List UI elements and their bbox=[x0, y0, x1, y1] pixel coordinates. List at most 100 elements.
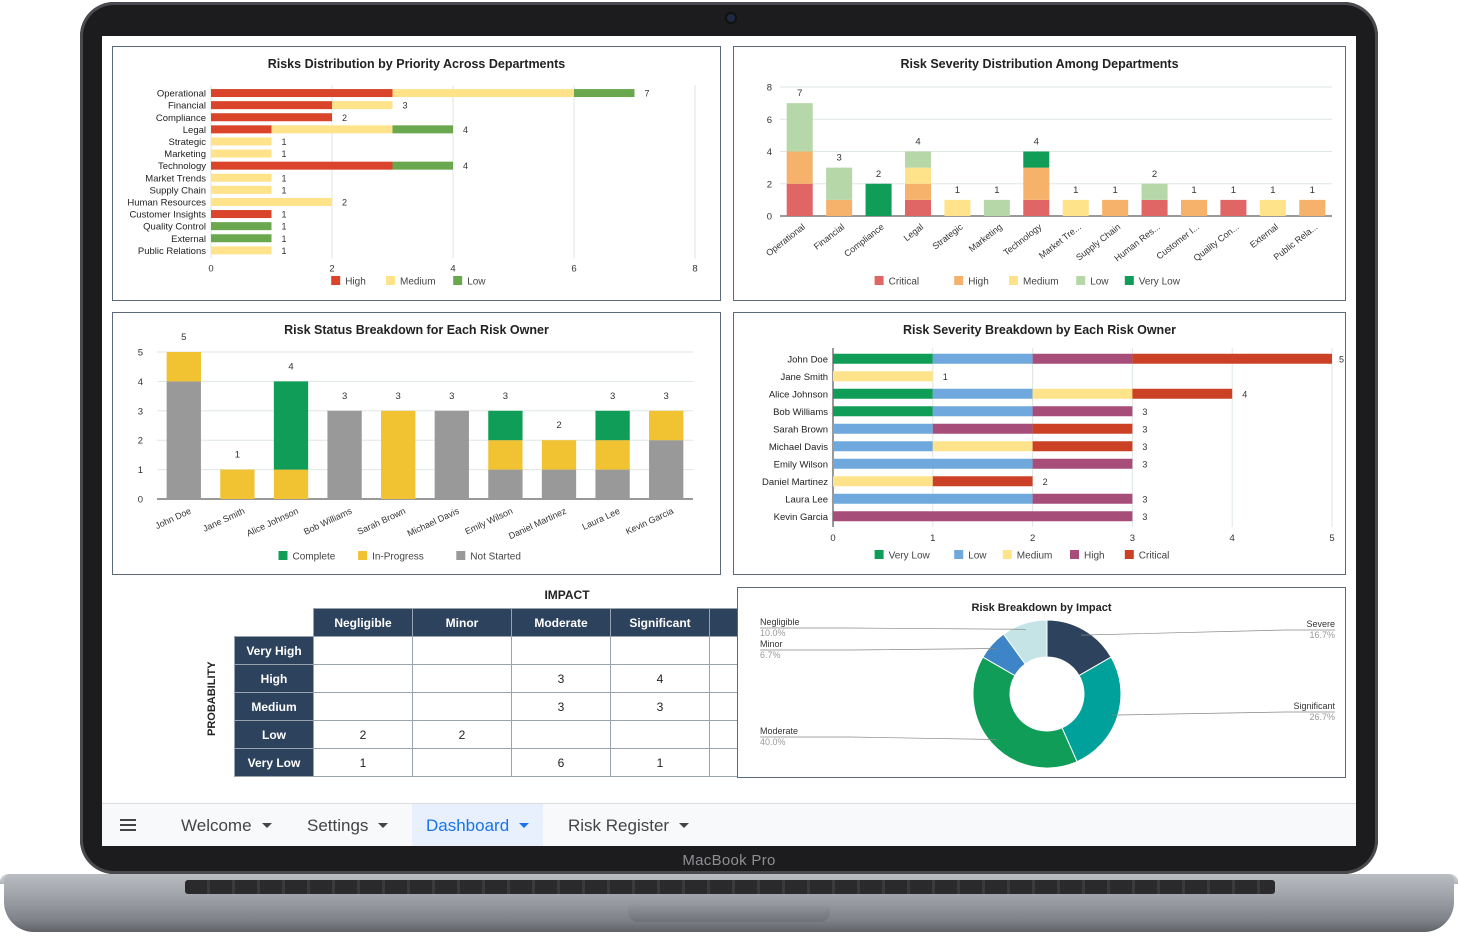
matrix-cell[interactable]: 3 bbox=[511, 692, 611, 721]
data-label: 3 bbox=[836, 153, 841, 164]
y-tick-label: 2 bbox=[138, 436, 143, 447]
chart-panel-status-by-owner[interactable]: Risk Status Breakdown for Each Risk Owne… bbox=[112, 312, 721, 575]
bar-segment-medium bbox=[211, 185, 272, 194]
bar-segment-medium bbox=[211, 137, 272, 146]
matrix-cell[interactable] bbox=[610, 636, 710, 665]
x-tick-label: Jane Smith bbox=[201, 506, 246, 534]
matrix-cell[interactable]: 6 bbox=[511, 748, 611, 777]
bar-segment-low bbox=[392, 125, 453, 134]
bar-segment-low bbox=[786, 103, 813, 152]
data-label: 1 bbox=[1073, 185, 1078, 196]
bar-segment-in-progress bbox=[166, 352, 201, 382]
legend-swatch-high bbox=[331, 276, 341, 285]
chart-panel-severity-by-owner[interactable]: Risk Severity Breakdown by Each Risk Own… bbox=[733, 312, 1346, 575]
matrix-cell[interactable] bbox=[412, 692, 512, 721]
matrix-cell[interactable] bbox=[412, 636, 512, 665]
y-tick-label: Strategic bbox=[169, 137, 207, 148]
slice-name-label: Moderate bbox=[760, 726, 798, 736]
matrix-cell[interactable] bbox=[313, 664, 413, 693]
chart-title: Risk Severity Breakdown by Each Risk Own… bbox=[902, 323, 1177, 337]
matrix-cell[interactable]: 2 bbox=[412, 720, 512, 749]
chart-title: Risk Severity Distribution Among Departm… bbox=[900, 57, 1179, 71]
matrix-corner bbox=[234, 608, 314, 637]
bar-segment-medium bbox=[1032, 388, 1133, 399]
matrix-cell[interactable] bbox=[511, 636, 611, 665]
spreadsheet-screen: Risks Distribution by Priority Across De… bbox=[102, 36, 1356, 846]
hamburger-menu-icon[interactable] bbox=[118, 817, 138, 833]
data-label: 4 bbox=[463, 161, 468, 171]
matrix-cell[interactable] bbox=[412, 664, 512, 693]
matrix-cell[interactable] bbox=[412, 748, 512, 777]
bar-segment-medium bbox=[1259, 199, 1286, 216]
x-tick-label: Alice Johnson bbox=[245, 506, 300, 539]
tab-welcome[interactable]: Welcome bbox=[167, 804, 286, 846]
tab-dashboard[interactable]: Dashboard bbox=[412, 804, 544, 846]
tab-settings[interactable]: Settings bbox=[293, 804, 402, 846]
x-tick-label: Michael Davis bbox=[406, 506, 461, 539]
chart-panel-severity-by-department[interactable]: Risk Severity Distribution Among Departm… bbox=[733, 46, 1346, 301]
data-label: 1 bbox=[1231, 185, 1236, 196]
legend-label-low: Low bbox=[1090, 277, 1109, 288]
chevron-down-icon[interactable] bbox=[378, 823, 389, 828]
bar-segment-critical bbox=[904, 199, 932, 216]
legend-label-low: Low bbox=[467, 277, 486, 288]
bar-segment-high bbox=[1102, 199, 1129, 216]
bar-segment-high bbox=[211, 113, 332, 122]
y-tick-label: 2 bbox=[767, 179, 772, 190]
matrix-cell[interactable] bbox=[511, 720, 611, 749]
chart-panel-priority-by-department[interactable]: Risks Distribution by Priority Across De… bbox=[112, 46, 721, 301]
data-label: 4 bbox=[915, 137, 920, 148]
x-tick-label: Kevin Garcia bbox=[624, 506, 675, 537]
matrix-cell[interactable] bbox=[313, 636, 413, 665]
data-label: 3 bbox=[342, 391, 347, 402]
legend-swatch-low bbox=[453, 276, 463, 285]
data-label: 5 bbox=[181, 332, 186, 343]
data-label: 3 bbox=[1142, 512, 1147, 522]
tab-label: Dashboard bbox=[426, 815, 510, 835]
matrix-row-header: Medium bbox=[234, 692, 314, 721]
chevron-down-icon[interactable] bbox=[519, 823, 530, 828]
bar-segment-not-started bbox=[595, 469, 630, 499]
matrix-col-header: Moderate bbox=[511, 608, 611, 637]
matrix-cell[interactable] bbox=[313, 692, 413, 721]
bar-segment-high bbox=[211, 89, 393, 98]
bar-segment-high bbox=[1180, 199, 1208, 216]
y-tick-label: Public Relations bbox=[138, 246, 206, 257]
matrix-probability-label: PROBABILITY bbox=[206, 661, 218, 736]
y-tick-label: Daniel Martinez bbox=[762, 477, 828, 488]
data-label: 1 bbox=[282, 173, 287, 183]
matrix-cell[interactable]: 3 bbox=[610, 692, 710, 721]
bar-segment-medium bbox=[211, 197, 332, 206]
legend-swatch-low bbox=[954, 550, 964, 559]
matrix-cell[interactable]: 1 bbox=[610, 748, 710, 777]
bar-segment-critical bbox=[1023, 199, 1050, 216]
chart-panel-impact-breakdown[interactable]: Risk Breakdown by Impact Severe 16.7% Sign… bbox=[737, 587, 1346, 778]
chart-title: Risks Distribution by Priority Across De… bbox=[267, 57, 566, 71]
bar-segment-in-progress bbox=[220, 469, 255, 499]
legend-swatch-not-started bbox=[456, 551, 466, 560]
chevron-down-icon[interactable] bbox=[261, 823, 272, 828]
legend-label-not-started: Not Started bbox=[470, 552, 521, 563]
bar-segment-critical bbox=[1132, 388, 1233, 399]
legend-label-very-low: Very Low bbox=[1139, 277, 1181, 288]
bar-segment-high bbox=[1032, 458, 1133, 469]
bar-segment-high bbox=[1032, 406, 1133, 417]
risk-matrix-table: Negligible Minor Moderate Significant Se… bbox=[234, 608, 809, 777]
matrix-cell[interactable]: 2 bbox=[313, 720, 413, 749]
data-label: 3 bbox=[610, 391, 615, 402]
data-label: 1 bbox=[1191, 185, 1196, 196]
x-tick-label: Financial bbox=[812, 222, 847, 252]
y-tick-label: Customer Insights bbox=[129, 210, 206, 221]
matrix-row: Very Low 1 6 1 bbox=[234, 748, 809, 777]
matrix-col-header: Significant bbox=[610, 608, 710, 637]
bar-segment-medium bbox=[904, 167, 932, 184]
data-label: 1 bbox=[235, 450, 240, 461]
tab-risk-register[interactable]: Risk Register bbox=[554, 804, 703, 846]
matrix-cell[interactable]: 4 bbox=[610, 664, 710, 693]
x-tick-label: Public Rela... bbox=[1272, 222, 1320, 263]
legend-label-critical: Critical bbox=[889, 277, 920, 288]
chevron-down-icon[interactable] bbox=[679, 823, 690, 828]
matrix-cell[interactable]: 1 bbox=[313, 748, 413, 777]
matrix-cell[interactable] bbox=[610, 720, 710, 749]
matrix-cell[interactable]: 3 bbox=[511, 664, 611, 693]
